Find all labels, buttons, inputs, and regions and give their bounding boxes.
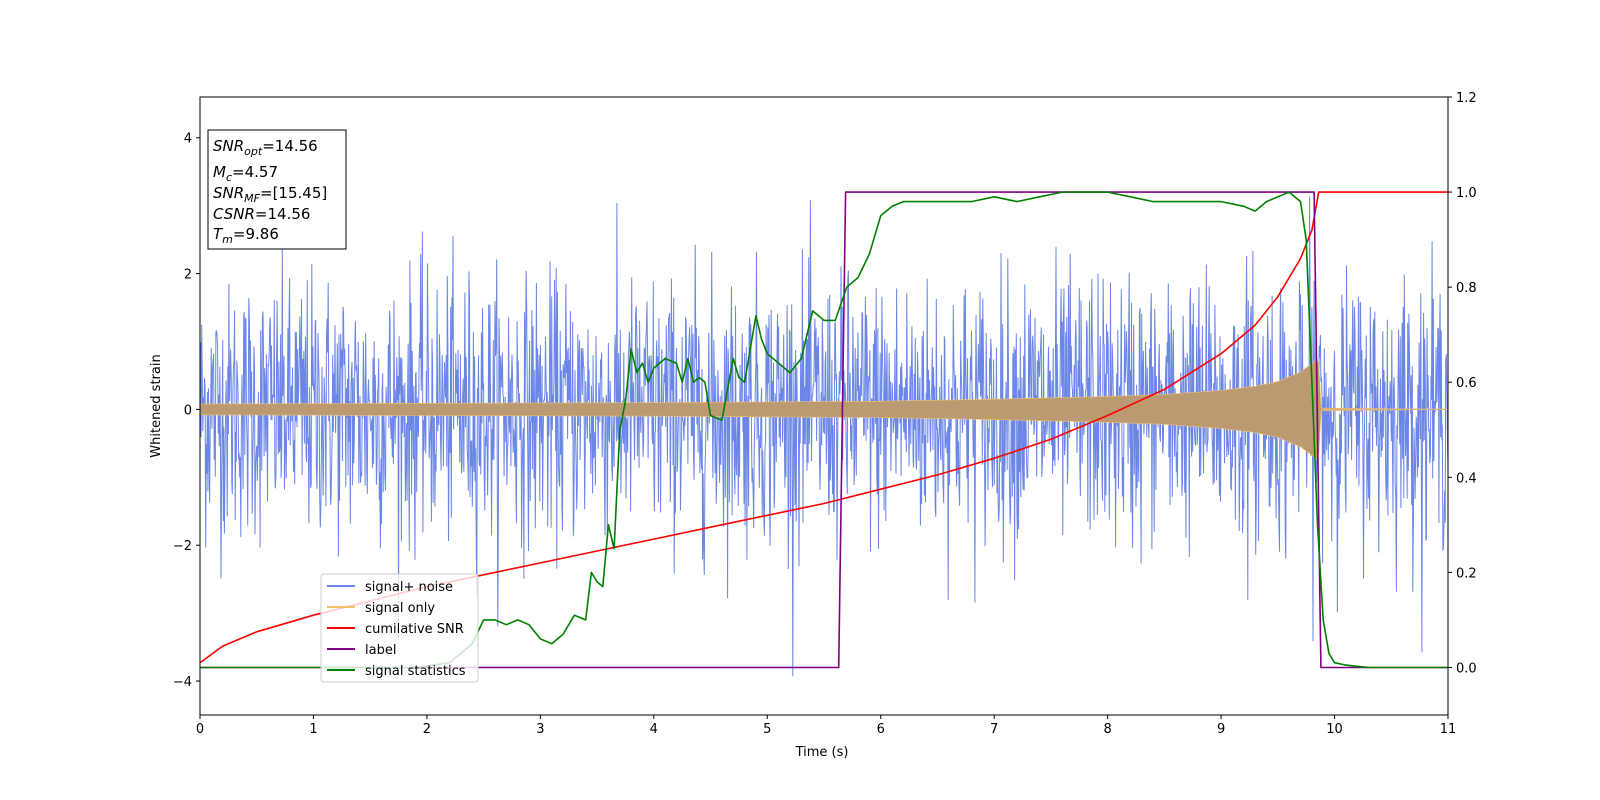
stat-tm-value: =9.86 xyxy=(233,225,279,243)
x-tick-label: 5 xyxy=(763,722,771,737)
y-tick-label: −2 xyxy=(173,539,192,554)
y-tick-label: 0 xyxy=(184,403,192,418)
y-axis-ticks: −4 −2 0 2 4 xyxy=(173,132,200,690)
y-tick-label: 4 xyxy=(184,132,192,147)
x-tick-label: 8 xyxy=(1103,722,1111,737)
x-axis-ticks: 0 1 2 3 4 5 6 7 8 9 10 11 xyxy=(196,715,1456,737)
series-signal-statistics xyxy=(200,191,1448,669)
x-tick-label: 10 xyxy=(1326,722,1343,737)
stat-csnr-base: CSNR xyxy=(213,205,255,223)
x-tick-label: 1 xyxy=(309,722,317,737)
svg-text:SNRopt=14.56: SNRopt=14.56 xyxy=(213,137,318,158)
legend-label-cumulative-snr: cumilative SNR xyxy=(365,622,464,637)
x-tick-label: 0 xyxy=(196,722,204,737)
y-tick-label: −4 xyxy=(173,675,192,690)
stat-snr-opt-base: SNR xyxy=(213,137,244,155)
x-tick-label: 7 xyxy=(990,722,998,737)
stat-tm-sub: m xyxy=(222,233,233,246)
stats-box: SNRopt=14.56 Mc=4.57 SNRMF=[15.45] CSNR=… xyxy=(207,129,347,250)
svg-text:Mc=4.57: Mc=4.57 xyxy=(213,163,278,184)
line-signal-statistics xyxy=(200,191,1448,669)
series-signal-only xyxy=(200,359,1448,460)
line-signal-noise xyxy=(200,196,1448,677)
plot-frame xyxy=(199,96,1449,716)
legend-label-label: label xyxy=(365,643,396,658)
stat-csnr-value: =14.56 xyxy=(255,205,311,223)
svg-text:CSNR=14.56: CSNR=14.56 xyxy=(213,205,310,223)
y2-tick-label: 1.2 xyxy=(1456,91,1477,106)
y2-tick-label: 0.8 xyxy=(1456,281,1477,296)
series-signal-noise xyxy=(200,196,1448,677)
legend-label-signal-noise: signal+ noise xyxy=(365,580,453,595)
svg-text:SNRMF=[15.45]: SNRMF=[15.45] xyxy=(213,184,327,205)
stat-mc-base: M xyxy=(213,163,226,181)
stat-mc-value: =4.57 xyxy=(232,163,278,181)
x-tick-label: 4 xyxy=(650,722,658,737)
y2-tick-label: 0.4 xyxy=(1456,471,1477,486)
y2-tick-label: 0.6 xyxy=(1456,376,1477,391)
y2-tick-label: 0.2 xyxy=(1456,566,1477,581)
legend: signal+ noise signal only cumilative SNR… xyxy=(320,573,479,683)
plot-area xyxy=(200,191,1448,677)
stat-snr-mf-base: SNR xyxy=(213,184,244,202)
area-signal-only xyxy=(200,359,1448,460)
y2-tick-label: 1.0 xyxy=(1456,186,1477,201)
x-tick-label: 3 xyxy=(536,722,544,737)
stat-snr-opt-value: =14.56 xyxy=(262,137,318,155)
stat-tm-base: T xyxy=(213,225,224,243)
x-tick-label: 2 xyxy=(423,722,431,737)
x-tick-label: 6 xyxy=(877,722,885,737)
stat-snr-mf-value: =[15.45] xyxy=(260,184,327,202)
legend-label-signal-only: signal only xyxy=(365,601,435,616)
y2-axis-ticks: 0.0 0.2 0.4 0.6 0.8 1.0 1.2 xyxy=(1448,91,1477,676)
svg-text:Tm=9.86: Tm=9.86 xyxy=(213,225,279,246)
x-tick-label: 11 xyxy=(1440,722,1457,737)
x-axis-label: Time (s) xyxy=(795,745,849,760)
x-tick-label: 9 xyxy=(1217,722,1225,737)
y-axis-label: Whitened strain xyxy=(149,354,164,457)
stat-mc-sub: c xyxy=(226,171,232,184)
stat-snr-opt-sub: opt xyxy=(244,145,263,158)
y2-tick-label: 0.0 xyxy=(1456,661,1477,676)
stat-snr-mf-sub: MF xyxy=(244,192,260,205)
legend-label-signal-statistics: signal statistics xyxy=(365,664,466,679)
y-tick-label: 2 xyxy=(184,268,192,283)
